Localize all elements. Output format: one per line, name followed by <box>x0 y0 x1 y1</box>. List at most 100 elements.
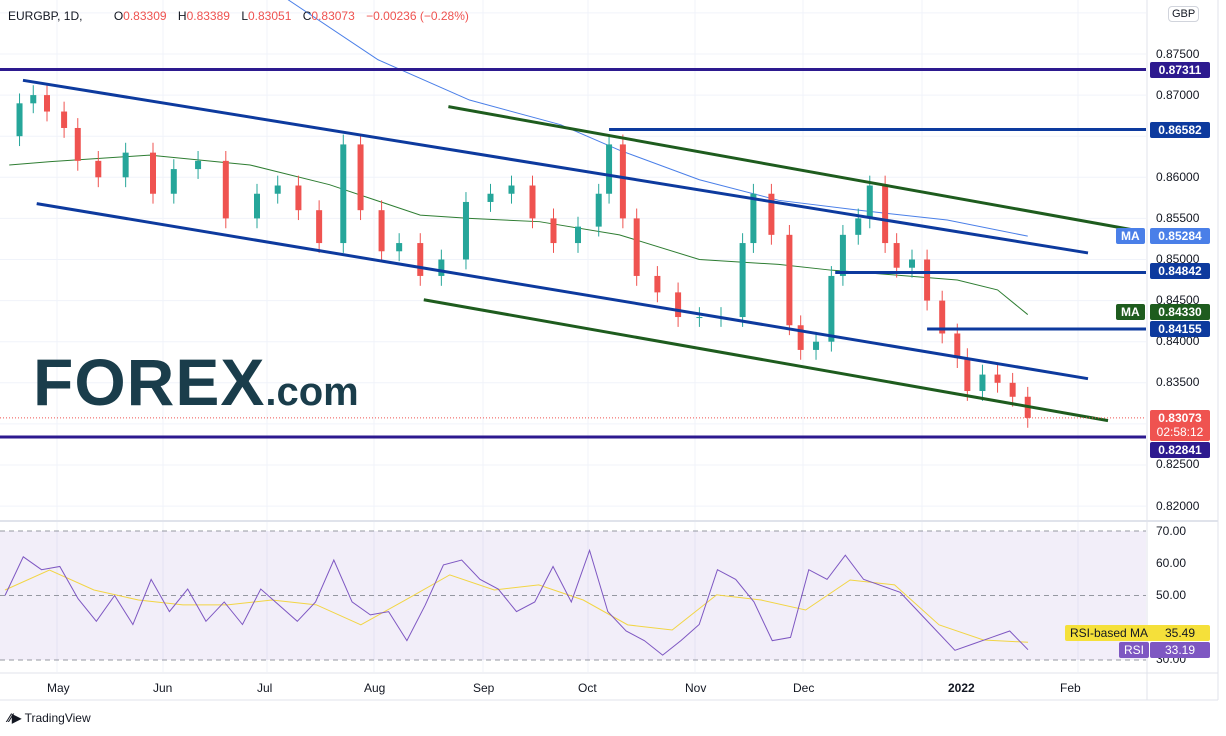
candle-body <box>357 144 364 211</box>
time-tick: Feb <box>1060 681 1081 695</box>
last-price: 0.83073 <box>1158 411 1202 425</box>
low-label: L <box>241 9 248 23</box>
candle-body <box>797 325 804 350</box>
candle-body <box>462 201 469 260</box>
level-badge: 0.84842 <box>1150 263 1210 279</box>
time-tick: Jun <box>153 681 173 695</box>
ma-blue-tag: MA <box>1116 228 1145 244</box>
candle-body <box>529 185 536 219</box>
candle-body <box>909 259 915 268</box>
ma-green-badge: 0.84330 <box>1150 304 1210 320</box>
candle-body <box>924 259 931 301</box>
candle-body <box>882 185 889 244</box>
candle-body <box>378 210 385 252</box>
low-value: 0.83051 <box>248 9 292 23</box>
rsi-tick: 50.00 <box>1156 588 1187 602</box>
time-tick: Dec <box>793 681 815 695</box>
candle-body <box>1009 382 1016 397</box>
change-value: −0.00236 (−0.28%) <box>366 9 469 23</box>
trendline <box>22 78 1089 255</box>
ma-blue-line <box>287 0 1028 237</box>
candle-body <box>964 358 971 392</box>
symbol-interval[interactable]: EURGBP, 1D, <box>8 9 83 23</box>
trendline <box>423 298 1109 423</box>
candle-body <box>619 144 626 219</box>
candle-body <box>575 226 581 244</box>
level-badge: 0.84155 <box>1150 321 1210 337</box>
high-label: H <box>177 9 187 23</box>
candle-body <box>122 152 129 178</box>
candle-body <box>633 218 640 276</box>
price-tick: 0.84500 <box>1156 293 1200 307</box>
close-label: C <box>302 9 312 23</box>
rsi-tick: 60.00 <box>1156 556 1187 570</box>
price-tick: 0.87000 <box>1156 88 1200 102</box>
price-tick: 0.85000 <box>1156 252 1200 266</box>
candle-body <box>254 193 260 219</box>
candle-body <box>768 193 775 235</box>
high-value: 0.83389 <box>186 9 230 23</box>
candle-body <box>417 243 424 276</box>
ma-blue-badge: 0.85284 <box>1150 228 1210 244</box>
candle-body <box>994 374 1001 383</box>
price-tick: 0.86000 <box>1156 170 1200 184</box>
candle-body <box>16 103 23 137</box>
price-tick: 0.84000 <box>1156 334 1200 348</box>
price-tick: 0.83500 <box>1156 375 1200 389</box>
tradingview-credit[interactable]: ⁄⁄▶ TradingView <box>8 711 91 725</box>
candle-body <box>74 127 81 161</box>
candle-body <box>813 341 820 350</box>
price-tick: 0.82500 <box>1156 457 1200 471</box>
last-price-badge: 0.83073 02:58:12 <box>1150 410 1210 441</box>
candle-body <box>786 234 793 326</box>
candle-body <box>696 317 703 319</box>
candle-body <box>30 95 37 104</box>
candle-body <box>855 218 862 235</box>
candle-body <box>839 234 846 276</box>
trendline <box>36 202 1089 381</box>
candle-body <box>170 169 177 194</box>
rsi-line <box>4 548 1029 656</box>
level-badge: 0.86582 <box>1150 122 1210 138</box>
candle-body <box>396 243 403 252</box>
open-label: O <box>113 9 124 23</box>
candle-body <box>95 160 102 178</box>
candle-body <box>675 292 682 318</box>
forex-logo: FOREX.com <box>33 345 359 419</box>
candle-body <box>954 333 961 359</box>
legend-header: EURGBP, 1D, O0.83309 H0.83389 L0.83051 C… <box>8 9 477 23</box>
candle-body <box>550 218 557 244</box>
rsi-ma-badge: 35.49 <box>1150 625 1210 641</box>
level-badge: 0.87311 <box>1150 62 1210 78</box>
rsi-tick: 70.00 <box>1156 524 1187 538</box>
close-value: 0.83073 <box>311 9 355 23</box>
candle-body <box>61 111 68 128</box>
price-tick: 0.85500 <box>1156 211 1200 225</box>
candle-body <box>893 243 900 268</box>
open-value: 0.83309 <box>123 9 167 23</box>
candle-body <box>222 160 229 219</box>
ma-green-tag: MA <box>1116 304 1145 320</box>
candle-body <box>274 185 281 194</box>
candle-body <box>739 243 746 318</box>
candle-body <box>316 210 323 244</box>
time-tick: Nov <box>685 681 707 695</box>
time-tick: Jul <box>257 681 273 695</box>
tradingview-logo-icon: ⁄⁄▶ <box>8 711 25 725</box>
candle-body <box>150 152 156 194</box>
candle-body <box>654 275 661 293</box>
candle-body <box>508 185 515 194</box>
candle-body <box>866 185 873 219</box>
currency-button[interactable]: GBP <box>1168 6 1200 22</box>
candle-body <box>750 193 757 244</box>
time-tick: Aug <box>364 681 386 695</box>
time-tick: May <box>47 681 70 695</box>
price-tick: 0.87500 <box>1156 47 1200 61</box>
candle-body <box>487 193 494 202</box>
time-tick: Oct <box>578 681 597 695</box>
time-tick: 2022 <box>948 681 975 695</box>
candle-body <box>438 259 445 276</box>
candle-body <box>979 374 986 392</box>
candle-body <box>340 144 347 244</box>
